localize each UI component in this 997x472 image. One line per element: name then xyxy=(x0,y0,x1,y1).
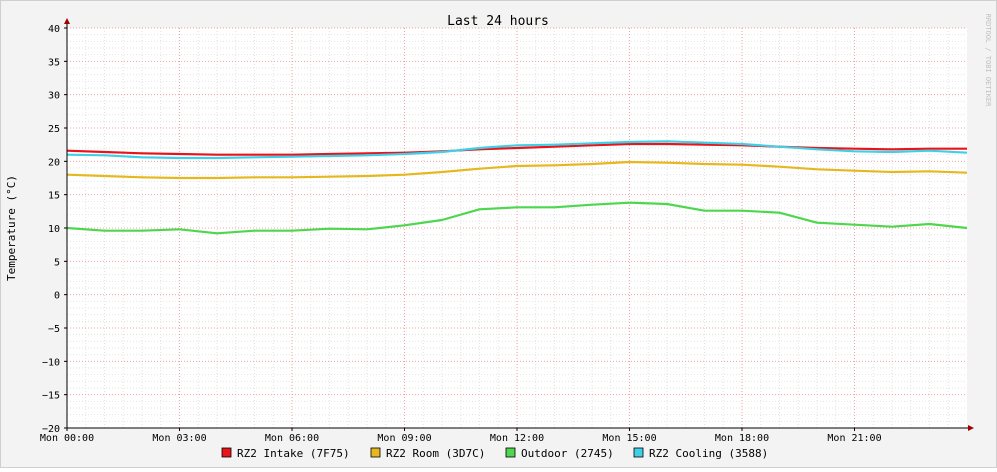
legend: RZ2 Intake (7F75) RZ2 Room (3D7C) Outdoor … xyxy=(221,447,768,460)
rrdtool-watermark: RRDTOOL / TOBI OETIKER xyxy=(984,14,992,108)
x-tick-label: Mon 18:00 xyxy=(715,433,769,444)
x-tick-label: Mon 21:00 xyxy=(827,433,881,444)
series-layer xyxy=(66,140,968,235)
legend-label: RZ2 Room (3D7C) xyxy=(386,447,485,460)
x-tick-label: Mon 06:00 xyxy=(265,433,319,444)
x-axis-arrow xyxy=(968,425,974,431)
series-line-3 xyxy=(66,201,968,235)
legend-label: Outdoor (2745) xyxy=(521,447,614,460)
y-tick-label: 40 xyxy=(48,24,60,35)
axes xyxy=(64,18,974,431)
y-tick-label: −5 xyxy=(48,324,60,335)
y-tick-label: 25 xyxy=(48,124,60,135)
y-tick-label: 10 xyxy=(48,224,60,235)
y-tick-label: −20 xyxy=(42,424,60,435)
y-tick-label: 20 xyxy=(48,157,60,168)
x-tick-label: Mon 12:00 xyxy=(490,433,544,444)
chart-title: Last 24 hours xyxy=(447,14,549,29)
y-tick-label: 15 xyxy=(48,191,60,202)
y-axis-label: Temperature (°C) xyxy=(5,175,18,281)
y-tick-label: 35 xyxy=(48,57,60,68)
y-tick-label: 30 xyxy=(48,91,60,102)
y-axis-arrow xyxy=(64,18,70,24)
x-tick-label: Mon 00:00 xyxy=(40,433,94,444)
legend-label: RZ2 Cooling (3588) xyxy=(649,447,768,460)
y-tick-label: −10 xyxy=(42,357,60,368)
legend-swatch xyxy=(633,447,644,458)
x-tick-label: Mon 09:00 xyxy=(377,433,431,444)
x-tick-label: Mon 15:00 xyxy=(602,433,656,444)
legend-swatch xyxy=(370,447,381,458)
x-tick-label: Mon 03:00 xyxy=(152,433,206,444)
y-tick-label: 0 xyxy=(54,291,60,302)
x-tick-labels: Mon 00:00 Mon 03:00 Mon 06:00 Mon 09:00 Mon … xyxy=(40,433,882,444)
series-line-2 xyxy=(66,160,968,180)
legend-swatch xyxy=(505,447,516,458)
y-tick-label: −15 xyxy=(42,391,60,402)
series-line-1 xyxy=(66,142,967,156)
legend-label: RZ2 Intake (7F75) xyxy=(237,447,350,460)
legend-swatch xyxy=(221,447,232,458)
y-tick-labels: 40 35 30 25 20 15 10 5 0 −5 −10 −15 −20 xyxy=(42,24,60,435)
y-tick-label: 5 xyxy=(54,257,60,268)
series-line-4 xyxy=(66,140,968,160)
